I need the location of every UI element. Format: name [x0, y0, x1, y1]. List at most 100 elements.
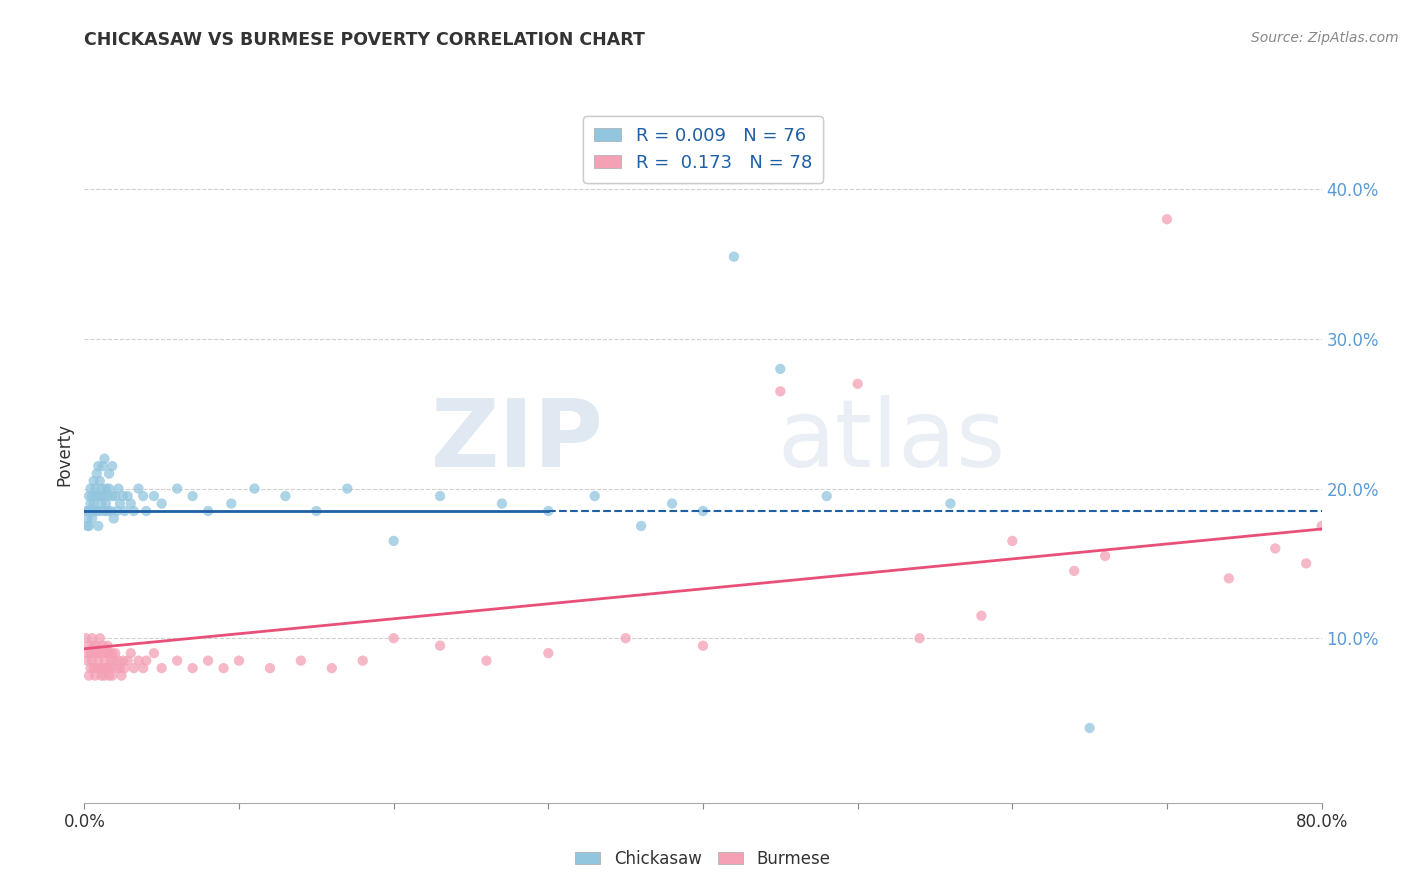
Point	[82, 489, 104, 503]
Point	[352, 654, 374, 668]
Point	[120, 497, 142, 511]
Point	[76, 654, 98, 668]
Point	[908, 631, 931, 645]
Legend: Chickasaw, Burmese: Chickasaw, Burmese	[569, 844, 837, 875]
Point	[103, 511, 125, 525]
Text: CHICKASAW VS BURMESE POVERTY CORRELATION CHART: CHICKASAW VS BURMESE POVERTY CORRELATION…	[84, 31, 645, 49]
Point	[101, 489, 124, 503]
Point	[181, 489, 204, 503]
Point	[75, 504, 97, 518]
Point	[83, 497, 105, 511]
Point	[100, 654, 122, 668]
Point	[96, 489, 118, 503]
Point	[86, 639, 108, 653]
Point	[181, 661, 204, 675]
Point	[491, 497, 513, 511]
Point	[93, 654, 115, 668]
Point	[77, 489, 100, 503]
Point	[98, 646, 121, 660]
Point	[91, 639, 114, 653]
Point	[82, 504, 104, 518]
Point	[1295, 557, 1317, 571]
Point	[537, 504, 560, 518]
Point	[96, 639, 118, 653]
Point	[219, 497, 242, 511]
Point	[112, 489, 135, 503]
Point	[135, 654, 157, 668]
Point	[77, 668, 100, 682]
Point	[84, 646, 107, 660]
Point	[90, 668, 112, 682]
Point	[305, 504, 328, 518]
Point	[79, 497, 101, 511]
Point	[76, 511, 98, 525]
Point	[243, 482, 266, 496]
Point	[86, 661, 108, 675]
Point	[122, 661, 145, 675]
Point	[104, 489, 127, 503]
Point	[84, 668, 107, 682]
Text: ZIP: ZIP	[432, 395, 605, 487]
Point	[89, 489, 111, 503]
Point	[77, 504, 100, 518]
Point	[79, 482, 101, 496]
Point	[94, 482, 117, 496]
Point	[89, 504, 111, 518]
Point	[661, 497, 683, 511]
Point	[91, 489, 114, 503]
Point	[105, 661, 128, 675]
Point	[228, 654, 250, 668]
Point	[87, 654, 110, 668]
Point	[150, 497, 173, 511]
Point	[101, 668, 124, 682]
Point	[132, 489, 155, 503]
Point	[89, 474, 111, 488]
Point	[90, 646, 112, 660]
Point	[127, 654, 149, 668]
Point	[122, 504, 145, 518]
Point	[87, 519, 110, 533]
Point	[112, 654, 135, 668]
Point	[83, 474, 105, 488]
Point	[939, 497, 962, 511]
Point	[77, 639, 100, 653]
Point	[79, 504, 101, 518]
Point	[89, 631, 111, 645]
Text: Source: ZipAtlas.com: Source: ZipAtlas.com	[1251, 31, 1399, 45]
Point	[846, 376, 869, 391]
Point	[101, 646, 124, 660]
Point	[108, 661, 131, 675]
Point	[98, 467, 121, 481]
Point	[1001, 533, 1024, 548]
Point	[1078, 721, 1101, 735]
Point	[100, 661, 122, 675]
Point	[93, 504, 115, 518]
Point	[77, 519, 100, 533]
Point	[127, 482, 149, 496]
Point	[274, 489, 297, 503]
Point	[79, 661, 101, 675]
Point	[1156, 212, 1178, 227]
Point	[769, 362, 792, 376]
Point	[104, 646, 127, 660]
Point	[259, 661, 281, 675]
Point	[382, 631, 405, 645]
Point	[107, 482, 129, 496]
Point	[86, 489, 108, 503]
Point	[89, 661, 111, 675]
Point	[290, 654, 312, 668]
Point	[84, 504, 107, 518]
Point	[114, 661, 136, 675]
Point	[114, 504, 136, 518]
Legend: R = 0.009   N = 76, R =  0.173   N = 78: R = 0.009 N = 76, R = 0.173 N = 78	[583, 116, 823, 183]
Point	[769, 384, 792, 399]
Point	[614, 631, 637, 645]
Point	[166, 482, 188, 496]
Point	[96, 504, 118, 518]
Point	[93, 668, 115, 682]
Point	[86, 467, 108, 481]
Point	[692, 639, 714, 653]
Point	[94, 646, 117, 660]
Point	[120, 646, 142, 660]
Y-axis label: Poverty: Poverty	[55, 424, 73, 486]
